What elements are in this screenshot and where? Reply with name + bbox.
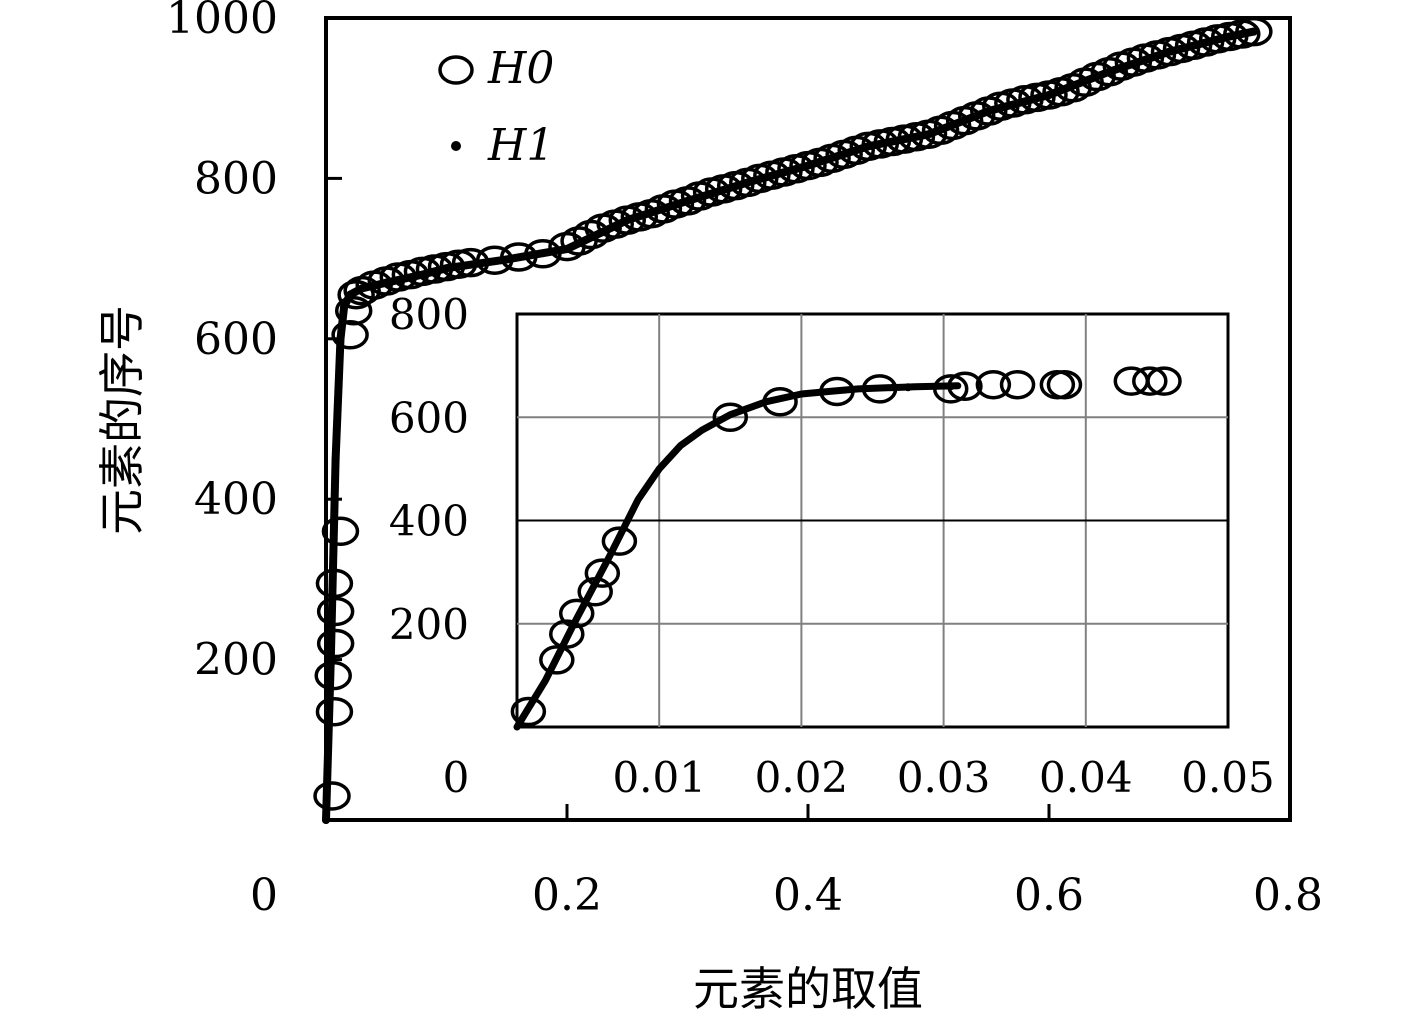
main-h0-point <box>500 242 538 272</box>
inset-plot: 200 400 600 800 0 0.01 0.02 0.03 0.04 0.05 <box>389 290 1275 802</box>
main-h0-point <box>524 239 562 269</box>
main-x-tick-label: 0 <box>250 870 278 921</box>
main-plot: 200 400 600 800 1000 0 0.2 0.4 0.6 0.8 元素的取值 元素的序号 <box>95 0 1323 1016</box>
main-h0-point <box>313 781 351 811</box>
inset-x-tick-label: 0.03 <box>897 753 991 802</box>
main-h1-point <box>1249 27 1258 36</box>
main-x-tick-label: 0.6 <box>1014 870 1084 921</box>
inset-h0-point <box>762 387 798 417</box>
inset-y-tick-label: 200 <box>389 600 469 649</box>
main-y-tick-label: 200 <box>194 635 278 686</box>
inset-h0-point <box>975 369 1012 400</box>
main-h1-point <box>1225 32 1234 41</box>
main-h0-point <box>321 516 360 547</box>
inset-h0-point <box>1146 366 1182 396</box>
main-h0-point <box>1235 16 1273 47</box>
inset-x-tick-label: 0 <box>443 753 470 802</box>
inset-h0-point <box>601 526 638 556</box>
inset-h0-point <box>1046 369 1083 400</box>
inset-x-tick-label: 0.04 <box>1039 753 1133 802</box>
main-y-tick-label: 400 <box>194 474 278 525</box>
x-axis-title: 元素的取值 <box>693 962 923 1016</box>
main-h0-point <box>316 628 355 659</box>
inset-h0-point <box>999 369 1036 400</box>
legend-h0-marker <box>438 55 474 85</box>
main-y-tick-label: 800 <box>194 153 278 204</box>
inset-h0-point <box>712 402 749 432</box>
inset-h0-point <box>577 576 613 607</box>
main-h0-point <box>315 696 354 727</box>
main-h0-point <box>314 660 352 691</box>
inset-h0-point <box>947 371 983 402</box>
inset-h0-point <box>584 558 621 588</box>
inset-h0-point <box>932 374 969 404</box>
main-h0-point <box>439 249 478 279</box>
main-h0-point <box>451 247 490 278</box>
main-x-tick-label: 0.4 <box>773 870 843 921</box>
main-series-h1-line <box>322 27 1258 824</box>
main-h0-point <box>475 245 514 275</box>
inset-x-tick-label: 0.05 <box>1181 753 1275 802</box>
inset-y-tick-label: 800 <box>389 290 469 339</box>
legend-h1-label: H1 <box>487 120 554 171</box>
inset-h0-point <box>819 376 855 407</box>
main-h1-point <box>502 255 511 264</box>
main-h0-point <box>316 596 355 627</box>
main-h1-point <box>336 334 345 343</box>
inset-y-tick-label: 600 <box>389 393 469 442</box>
main-x-tick-label: 0.2 <box>532 870 602 921</box>
inset-h0-point <box>549 619 585 649</box>
inset-h0-point <box>510 696 547 727</box>
inset-h0-point <box>539 645 575 675</box>
y-axis-title: 元素的序号 <box>95 305 149 535</box>
main-x-tick-label: 0.8 <box>1253 870 1323 921</box>
inset-x-tick-label: 0.02 <box>755 753 849 802</box>
inset-x-tick-label: 0.01 <box>612 753 706 802</box>
legend: H0 H1 <box>438 43 554 171</box>
inset-y-tick-label: 400 <box>389 497 469 546</box>
main-h0-point <box>315 568 354 599</box>
main-h1-point <box>331 455 340 464</box>
main-h0-point <box>334 295 373 326</box>
main-h1-point <box>322 816 330 824</box>
main-y-tick-label: 600 <box>194 314 278 365</box>
legend-h1-marker <box>451 141 461 151</box>
inset-h0-point <box>861 374 898 404</box>
inset-h0-point <box>1132 366 1168 396</box>
inset-h1-point <box>904 383 913 392</box>
main-y-tick-label: 1000 <box>166 0 278 44</box>
legend-h0-label: H0 <box>487 43 554 94</box>
inset-h0-point <box>558 598 595 629</box>
